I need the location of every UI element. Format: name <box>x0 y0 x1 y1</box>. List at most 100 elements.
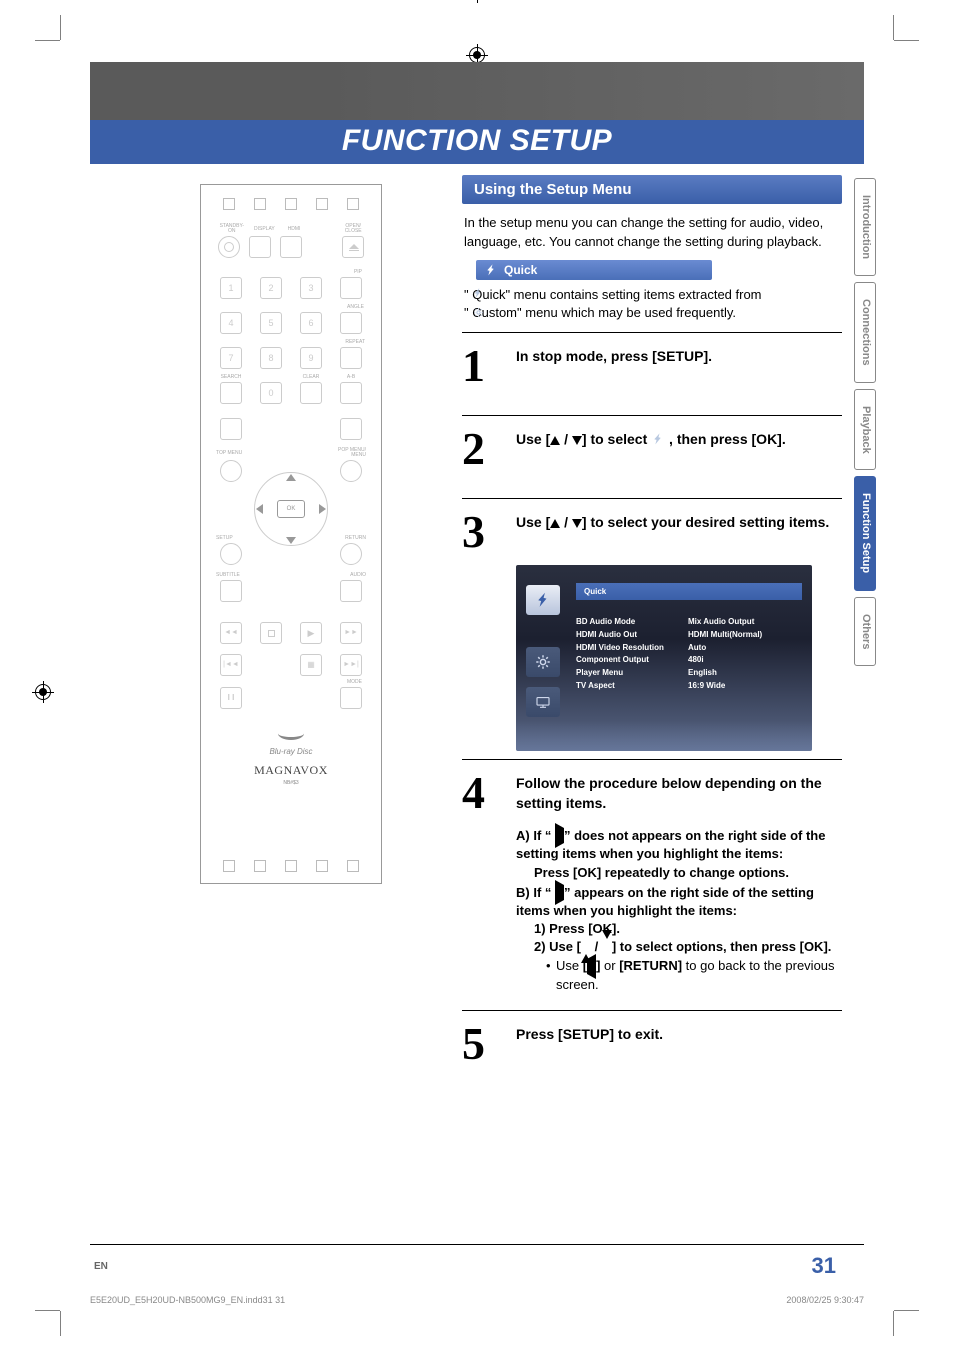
remote-led-icon <box>223 860 235 872</box>
ss-item-value: Auto <box>688 642 802 655</box>
crop-mark <box>894 1310 919 1311</box>
step4-note: Use [] or [RETURN] to go back to the pre… <box>556 957 842 994</box>
tab-introduction[interactable]: Introduction <box>854 178 876 276</box>
crop-mark <box>60 15 61 40</box>
display-button <box>249 236 271 258</box>
repeat-button <box>340 347 362 369</box>
remote-diagram: STANDBY-ON DISPLAY HDMI OPEN/ CLOSE <box>200 184 382 884</box>
remote-led-icon <box>285 198 297 210</box>
setup-menu-screenshot: Quick BD Audio ModeMix Audio OutputHDMI … <box>516 565 812 751</box>
subtitle-button <box>220 580 242 602</box>
dpad: OK <box>246 464 336 554</box>
model-label: NB#$3 <box>206 780 376 786</box>
down-arrow-icon <box>572 519 582 528</box>
tab-playback[interactable]: Playback <box>854 389 876 471</box>
remote-led-icon <box>254 860 266 872</box>
ss-item-value: English <box>688 667 802 680</box>
crop-mark <box>893 15 894 40</box>
body-columns: STANDBY-ON DISPLAY HDMI OPEN/ CLOSE <box>90 170 864 1085</box>
ss-item-label: Player Menu <box>576 667 688 680</box>
ss-item-label: BD Audio Mode <box>576 616 688 629</box>
stop-button <box>260 622 282 644</box>
step-text-fragment: ] to select your desired setting items. <box>582 514 829 530</box>
up-arrow-icon <box>550 436 560 445</box>
ss-sidebar <box>526 585 564 727</box>
color-button-yellow <box>340 418 362 440</box>
down-arrow-icon <box>602 930 612 954</box>
remote-label: PIP <box>354 270 362 275</box>
ss-item-label: HDMI Video Resolution <box>576 642 688 655</box>
step-number: 3 <box>462 509 516 555</box>
remote-label: SUBTITLE <box>216 573 240 578</box>
num-0-button: 0 <box>260 382 282 404</box>
num-2-button: 2 <box>260 277 282 299</box>
remote-led-icon <box>223 198 235 210</box>
page: FUNCTION SETUP STANDBY-ON <box>0 0 954 1351</box>
ss-item-label: TV Aspect <box>576 680 688 693</box>
remote-label: MODE <box>347 680 362 685</box>
content-area: FUNCTION SETUP STANDBY-ON <box>90 62 864 1289</box>
fragment: ] to select options, then press [OK]. <box>612 939 832 954</box>
step-text-fragment: Use [ <box>516 431 550 447</box>
step-1: 1 In stop mode, press [SETUP]. <box>462 332 842 407</box>
play-button: ▶ <box>300 622 322 644</box>
tab-function-setup[interactable]: Function Setup <box>854 476 876 590</box>
num-7-button: 7 <box>220 347 242 369</box>
remote-led-icon <box>347 198 359 210</box>
tab-connections[interactable]: Connections <box>854 282 876 383</box>
num-3-button: 3 <box>300 277 322 299</box>
remote-label: RETURN <box>345 536 366 541</box>
forward-button: ►► <box>340 622 362 644</box>
reflection <box>516 721 812 751</box>
remote-led-icon <box>316 860 328 872</box>
intro-text: In the setup menu you can change the set… <box>464 214 840 252</box>
num-8-button: 8 <box>260 347 282 369</box>
num-9-button: 9 <box>300 347 322 369</box>
prev-button: |◄◄ <box>220 654 242 676</box>
remote-led-icon <box>316 198 328 210</box>
fragment: Use <box>556 958 583 973</box>
gear-icon <box>526 647 560 677</box>
crop-mark <box>35 1310 60 1311</box>
bluray-logo-icon <box>276 725 306 739</box>
step4-a-body: Press [OK] repeatedly to change options. <box>534 865 789 880</box>
footer-lang: EN <box>94 1261 108 1272</box>
step-number: 4 <box>462 770 516 994</box>
fragment: [] <box>583 958 601 973</box>
ss-item-row: HDMI Audio OutHDMI Multi(Normal) <box>576 629 802 642</box>
ss-item-value: 480i <box>688 654 802 667</box>
left-arrow-icon <box>587 954 596 979</box>
tab-others[interactable]: Others <box>854 597 876 666</box>
clear-button <box>300 382 322 404</box>
print-date-label: 2008/02/25 9:30:47 <box>786 1295 864 1305</box>
right-arrow-icon <box>555 823 564 848</box>
remote-label: AUDIO <box>350 573 366 578</box>
next-button: ►►| <box>340 654 362 676</box>
ss-item-label: Component Output <box>576 654 688 667</box>
remote-led-icon <box>347 860 359 872</box>
audio-button <box>340 580 362 602</box>
num-6-button: 6 <box>300 312 322 334</box>
quick-description: " Quick" menu contains setting items ext… <box>464 286 840 322</box>
fragment: [RETURN] <box>619 958 682 973</box>
remote-label: REPEAT <box>345 340 365 345</box>
hdmi-button <box>280 236 302 258</box>
ss-item-row: TV Aspect16:9 Wide <box>576 680 802 693</box>
num-1-button: 1 <box>220 277 242 299</box>
step-text-fragment: ] to select <box>582 431 651 447</box>
right-column: Using the Setup Menu In the setup menu y… <box>460 170 864 1085</box>
step-3: 3 Use [ / ] to select your desired setti… <box>462 498 842 563</box>
remote-led-icon <box>254 198 266 210</box>
color-button-red <box>220 418 242 440</box>
angle-button <box>340 312 362 334</box>
ss-items-list: BD Audio ModeMix Audio OutputHDMI Audio … <box>576 616 802 693</box>
pop-menu-button <box>340 460 362 482</box>
ss-item-value: Mix Audio Output <box>688 616 802 629</box>
ss-item-row: Player MenuEnglish <box>576 667 802 680</box>
ab-button <box>340 382 362 404</box>
num-5-button: 5 <box>260 312 282 334</box>
ss-right-panel: Quick BD Audio ModeMix Audio OutputHDMI … <box>576 583 802 693</box>
crop-mark <box>894 40 919 41</box>
step-text-fragment: , then press [OK]. <box>669 431 786 447</box>
quick-header: Quick <box>476 260 712 280</box>
